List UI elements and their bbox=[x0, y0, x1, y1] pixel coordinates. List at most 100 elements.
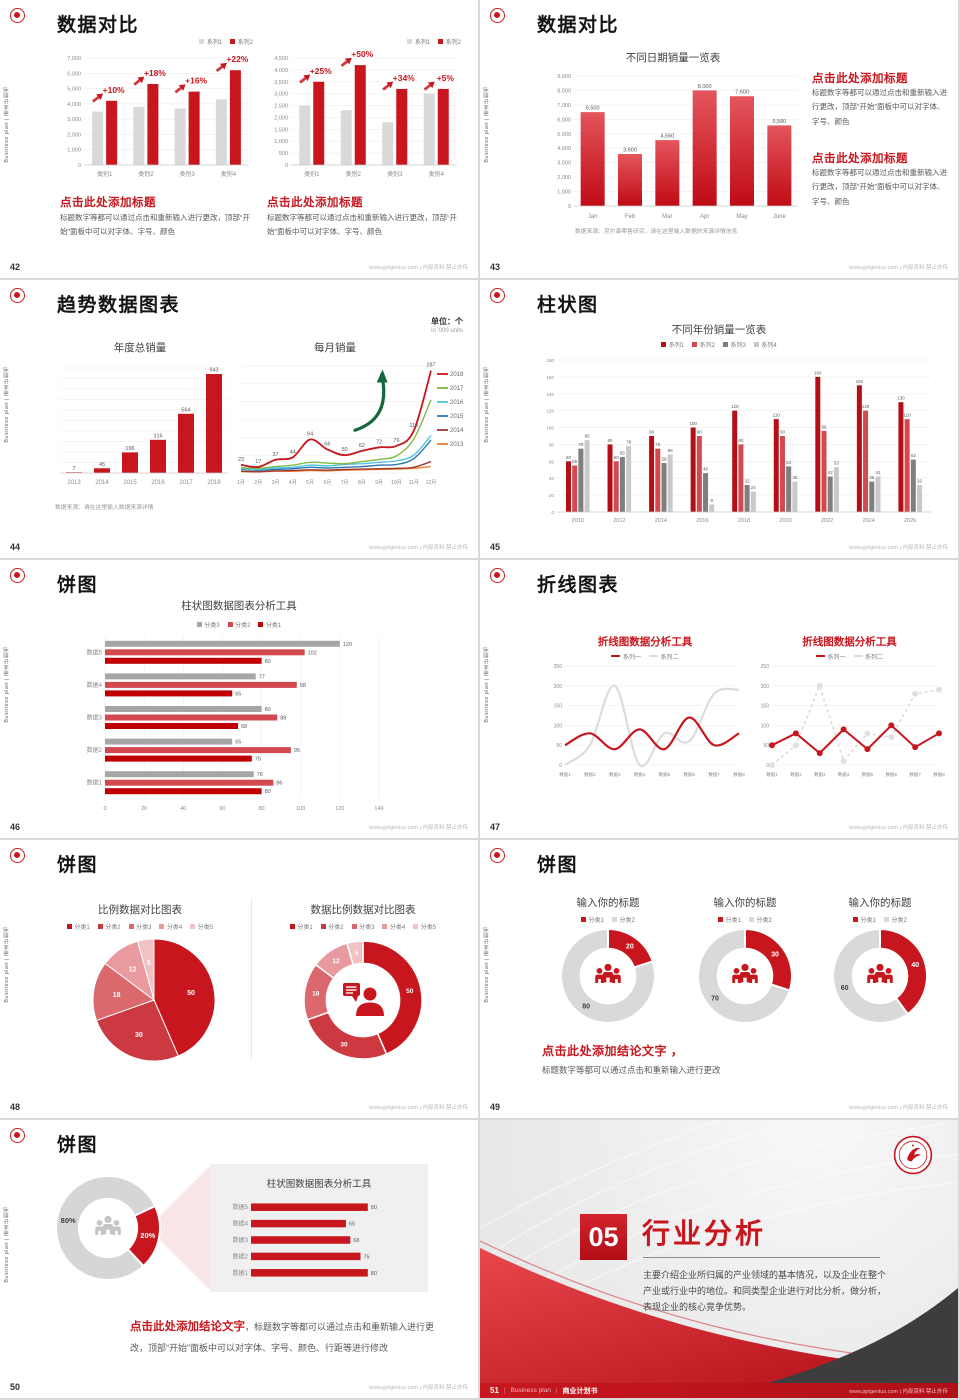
svg-text:60: 60 bbox=[566, 455, 572, 460]
svg-text:8,000: 8,000 bbox=[698, 84, 712, 90]
slide-title: 趋势数据图表 bbox=[57, 295, 181, 316]
svg-text:140: 140 bbox=[374, 806, 383, 812]
page-number: 50 bbox=[10, 1382, 21, 1392]
svg-text:160: 160 bbox=[546, 375, 554, 380]
svg-text:50: 50 bbox=[342, 447, 348, 453]
panel-bar-chart: 80 数据5 65 数据4 68 数据3 75 数据2 80 数据1 bbox=[225, 1196, 415, 1284]
svg-text:5,580: 5,580 bbox=[772, 119, 786, 125]
svg-text:4,500: 4,500 bbox=[274, 56, 288, 62]
svg-text:5月: 5月 bbox=[306, 480, 314, 486]
brand-logo-icon bbox=[490, 848, 505, 863]
panel-chart-title: 柱状图数据图表分析工具 bbox=[266, 1179, 372, 1190]
svg-text:18: 18 bbox=[113, 992, 121, 999]
svg-text:72: 72 bbox=[376, 439, 382, 445]
svg-text:2015: 2015 bbox=[450, 414, 464, 420]
footer-chinese: 商业计划书 bbox=[562, 1387, 598, 1395]
svg-text:70: 70 bbox=[711, 995, 719, 1002]
donut-chart-3: 40 60 bbox=[832, 927, 928, 1024]
sidebar-vertical-text: Business plan | 商业计划书 bbox=[4, 646, 10, 723]
svg-text:0: 0 bbox=[568, 204, 571, 210]
svg-text:2月: 2月 bbox=[254, 480, 262, 486]
donut-chart: 20% 80% bbox=[55, 1175, 161, 1281]
svg-text:2010: 2010 bbox=[572, 518, 584, 524]
slide-42[interactable]: Business plan | 商业计划书 数据对比 系列1 系列2 0 1,000… bbox=[0, 0, 478, 278]
svg-text:11月: 11月 bbox=[409, 480, 419, 486]
svg-text:+34%: +34% bbox=[393, 73, 415, 83]
svg-text:20: 20 bbox=[626, 943, 634, 950]
chart-legend: 系列一 系列二 bbox=[545, 652, 745, 661]
svg-text:数据6: 数据6 bbox=[886, 771, 898, 778]
svg-text:2018: 2018 bbox=[207, 480, 221, 486]
svg-text:287: 287 bbox=[426, 363, 435, 369]
chart-title-right: 每月销量 bbox=[314, 342, 356, 354]
slide-49[interactable]: Business plan | 商业计划书 饼图 输入你的标题 分类1 分类2 2… bbox=[480, 840, 958, 1118]
svg-text:5,000: 5,000 bbox=[557, 132, 571, 138]
slide-50[interactable]: Business plan | 商业计划书 饼图 20% 80% 柱状图数据图表分… bbox=[0, 1120, 478, 1398]
svg-text:数据8: 数据8 bbox=[933, 771, 945, 778]
svg-text:100: 100 bbox=[761, 723, 770, 729]
slide-43[interactable]: Business plan | 商业计划书 数据对比 不同日期销量一览表 0 1,… bbox=[480, 0, 958, 278]
svg-text:80: 80 bbox=[582, 1004, 590, 1011]
slide-title: 饼图 bbox=[57, 1135, 99, 1156]
svg-text:2013: 2013 bbox=[67, 480, 81, 486]
separator: | bbox=[555, 1387, 558, 1394]
annual-sales-bar-chart: 7 2013 45 2014 196 2015 316 2016 564 2017 943 2018 bbox=[52, 358, 232, 486]
slide-45[interactable]: Business plan | 商业计划书 柱状图 不同年份销量一览表 系列1 系… bbox=[480, 280, 958, 558]
svg-text:2013: 2013 bbox=[450, 442, 464, 448]
brand-logo-icon bbox=[10, 8, 25, 23]
svg-text:50: 50 bbox=[556, 743, 562, 749]
svg-text:8,000: 8,000 bbox=[557, 88, 571, 94]
svg-text:85: 85 bbox=[585, 434, 591, 439]
svg-text:数据1: 数据1 bbox=[559, 771, 571, 778]
slide-44[interactable]: Business plan | 商业计划书 趋势数据图表 单位：个 in '00… bbox=[0, 280, 478, 558]
donut-chart-1: 20 80 bbox=[560, 927, 656, 1024]
svg-text:88: 88 bbox=[280, 716, 286, 722]
svg-text:500: 500 bbox=[279, 151, 288, 157]
slide-48[interactable]: Business plan | 商业计划书 饼图 比例数据对比图表 分类1 分类2… bbox=[0, 840, 478, 1118]
slide-51[interactable]: 05 行业分析 主要介绍企业所归属的产业领域的基本情况，以及企业在整个产业或行业… bbox=[480, 1120, 958, 1398]
svg-text:+10%: +10% bbox=[103, 85, 125, 95]
svg-text:75: 75 bbox=[578, 442, 584, 447]
svg-text:68: 68 bbox=[241, 724, 247, 730]
chart-title-right: 数据比例数据对比图表 bbox=[310, 904, 416, 916]
donut-chart: 50 30 18 12 5 bbox=[303, 940, 423, 1060]
svg-text:80: 80 bbox=[371, 1271, 377, 1277]
page-number: 46 bbox=[10, 822, 21, 832]
svg-text:Feb: Feb bbox=[625, 214, 636, 220]
brand-logo-icon bbox=[490, 8, 505, 23]
svg-text:数据2: 数据2 bbox=[233, 1252, 249, 1260]
footer-text: www.pptgenius.com | 内部资料 禁止外传 bbox=[849, 265, 948, 271]
svg-text:68: 68 bbox=[353, 1238, 359, 1244]
svg-text:30: 30 bbox=[771, 952, 779, 959]
placeholder-body: 标题数字等都可以通过点击和重新输入进行更改，顶部“开始”面板中可以对字体、字号、… bbox=[812, 88, 947, 126]
brand-seal-icon bbox=[893, 1135, 933, 1175]
sidebar-vertical-text: Business plan | 商业计划书 bbox=[4, 366, 10, 443]
page-number: 49 bbox=[490, 1102, 501, 1112]
svg-text:2015: 2015 bbox=[123, 480, 137, 486]
svg-text:2012: 2012 bbox=[613, 518, 625, 524]
svg-text:943: 943 bbox=[209, 367, 218, 373]
svg-text:数据3: 数据3 bbox=[814, 771, 826, 778]
svg-text:+25%: +25% bbox=[310, 66, 332, 76]
svg-text:3,600: 3,600 bbox=[623, 148, 637, 154]
svg-text:3,000: 3,000 bbox=[67, 117, 81, 123]
svg-text:数据5: 数据5 bbox=[233, 1203, 249, 1211]
chart-title-left: 年度总销量 bbox=[113, 342, 167, 354]
svg-text:17: 17 bbox=[255, 459, 261, 465]
svg-text:7,600: 7,600 bbox=[735, 90, 749, 96]
slide-47[interactable]: Business plan | 商业计划书 折线图表 折线图数据分析工具 系列一… bbox=[480, 560, 958, 838]
svg-text:46: 46 bbox=[703, 467, 709, 472]
svg-text:2,000: 2,000 bbox=[67, 132, 81, 138]
svg-text:2017: 2017 bbox=[450, 386, 464, 392]
svg-text:12: 12 bbox=[332, 958, 340, 965]
slide-46[interactable]: Business plan | 商业计划书 饼图 柱状图数据图表分析工具 分类3… bbox=[0, 560, 478, 838]
data-source-note: 数据来源：请在这里输入数据来源详情 bbox=[55, 505, 154, 511]
svg-text:6月: 6月 bbox=[323, 480, 331, 486]
svg-text:140: 140 bbox=[546, 392, 554, 397]
svg-text:30: 30 bbox=[340, 1041, 348, 1048]
svg-text:0: 0 bbox=[766, 763, 769, 769]
svg-text:+18%: +18% bbox=[144, 68, 166, 78]
title-underline bbox=[643, 1257, 880, 1258]
chart-title: 不同日期销量一览表 bbox=[625, 52, 721, 64]
